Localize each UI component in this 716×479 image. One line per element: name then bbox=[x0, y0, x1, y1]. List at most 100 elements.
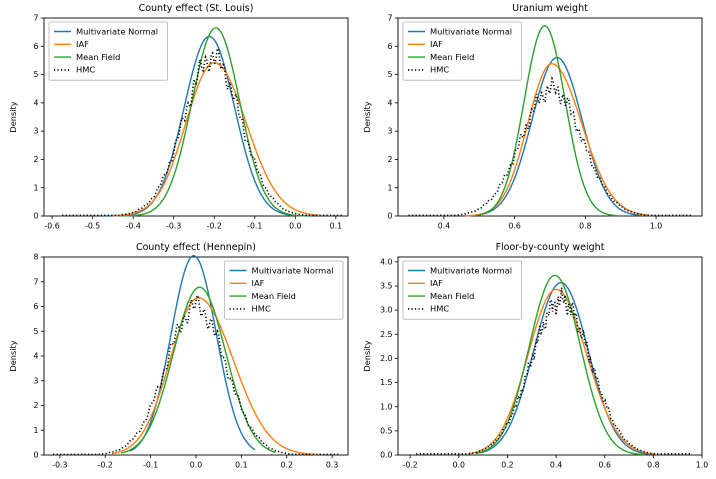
legend-label: Multivariate Normal bbox=[430, 26, 512, 36]
x-tick-label: -0.6 bbox=[44, 222, 59, 231]
x-tick-label: 0.2 bbox=[281, 461, 293, 470]
x-tick-label: 0.6 bbox=[599, 461, 611, 470]
x-tick-label: -0.3 bbox=[166, 222, 181, 231]
y-tick-label: 0 bbox=[34, 212, 39, 221]
subplot-uranium-weight: Uranium weight 0.4 0.6 0.8 1.0 0 1 2 3 4 5 6 7 Densi… bbox=[360, 2, 712, 238]
y-tick-label: 0.5 bbox=[380, 426, 392, 435]
density-curve-iaf bbox=[112, 61, 320, 217]
legend-label: IAF bbox=[430, 278, 443, 288]
y-tick-label: 1 bbox=[34, 426, 39, 435]
axes-frame bbox=[43, 17, 349, 217]
x-tick-label: 0.4 bbox=[438, 222, 450, 231]
density-plot-uranium: 0.4 0.6 0.8 1.0 0 1 2 3 4 5 6 7 Density Multivariate … bbox=[362, 14, 703, 231]
y-axis-label: Density bbox=[362, 340, 372, 371]
legend-label: HMC bbox=[430, 65, 449, 75]
x-tick-label: 0.0 bbox=[190, 461, 202, 470]
x-tick-label: -0.4 bbox=[126, 222, 141, 231]
y-tick-label: 6 bbox=[388, 42, 393, 51]
y-axis-label: Density bbox=[8, 340, 18, 371]
y-tick-label: 1 bbox=[34, 183, 39, 192]
subplot-title: Floor-by-county weight bbox=[495, 242, 605, 253]
y-tick-label: 6 bbox=[34, 302, 39, 311]
legend-label: IAF bbox=[252, 278, 265, 288]
x-tick-label: 0.3 bbox=[326, 461, 338, 470]
axes-frame bbox=[397, 256, 703, 456]
y-tick-label: 5 bbox=[34, 70, 39, 79]
y-tick-label: 7 bbox=[388, 14, 393, 23]
legend-label: HMC bbox=[252, 304, 271, 314]
subplot-title: County effect (St. Louis) bbox=[138, 3, 254, 14]
legend: Multivariate Normal IAF Mean Field HMC bbox=[402, 260, 522, 320]
y-tick-label: 2.5 bbox=[380, 330, 392, 339]
y-tick-label: 4 bbox=[34, 352, 39, 361]
density-curve-hmc bbox=[416, 287, 692, 455]
y-tick-label: 7 bbox=[34, 277, 39, 286]
y-tick-label: 3 bbox=[34, 127, 39, 136]
density-curve-iaf bbox=[111, 297, 317, 456]
legend-label: Multivariate Normal bbox=[430, 265, 512, 275]
legend: Multivariate Normal IAF Mean Field HMC bbox=[48, 21, 168, 81]
y-tick-label: 0 bbox=[34, 451, 39, 460]
density-curve-hmc bbox=[408, 75, 694, 217]
density-curve-multivariate-normal bbox=[475, 56, 642, 217]
density-plot-hennepin: -0.3 -0.2 -0.1 0.0 0.1 0.2 0.3 0 1 2 3 4 5 6 7 8 Density… bbox=[8, 253, 349, 470]
density-curve-mean-field bbox=[475, 274, 644, 456]
y-tick-label: 4 bbox=[34, 98, 39, 107]
density-curve-mean-field bbox=[479, 25, 618, 217]
x-tick-label: -0.1 bbox=[247, 222, 262, 231]
legend-label: HMC bbox=[76, 65, 95, 75]
x-tick-label: -0.1 bbox=[143, 461, 158, 470]
y-tick-label: 4.0 bbox=[380, 257, 392, 266]
legend-label: IAF bbox=[430, 39, 443, 49]
subplot-floor-by-county-weight: Floor-by-county weight -0.2 0.0 0.2 0.4 0.6 0… bbox=[360, 241, 712, 477]
density-curve-mean-field bbox=[121, 27, 308, 217]
subplot-title: County effect (Hennepin) bbox=[135, 242, 257, 253]
legend-label: Multivariate Normal bbox=[76, 26, 158, 36]
y-tick-label: 1.5 bbox=[380, 378, 392, 387]
y-tick-label: 1.0 bbox=[380, 402, 392, 411]
subplot-county-effect-hennepin: County effect (Hennepin) -0.3 -0.2 -0.1 0.0… bbox=[6, 241, 358, 477]
density-plot-st-louis: -0.6 -0.5 -0.4 -0.3 -0.2 -0.1 0.0 0.1 0 1 2 3 4 5 6 7 De… bbox=[8, 14, 349, 231]
density-curve-multivariate-normal bbox=[129, 255, 256, 452]
axes-frame bbox=[397, 17, 703, 217]
x-tick-label: 0.6 bbox=[508, 222, 520, 231]
legend: Multivariate Normal IAF Mean Field HMC bbox=[402, 21, 522, 81]
y-tick-label: 0.0 bbox=[380, 451, 392, 460]
y-tick-label: 0 bbox=[388, 212, 393, 221]
x-tick-label: 0.0 bbox=[289, 222, 301, 231]
y-tick-label: 2.0 bbox=[380, 354, 392, 363]
density-curve-mean-field bbox=[120, 286, 276, 454]
subplot-title: Uranium weight bbox=[512, 3, 588, 14]
y-tick-label: 5 bbox=[388, 70, 393, 79]
x-tick-label: -0.5 bbox=[85, 222, 100, 231]
legend-label: Mean Field bbox=[76, 52, 120, 62]
x-tick-label: -0.2 bbox=[403, 461, 418, 470]
x-tick-label: 0.1 bbox=[330, 222, 342, 231]
y-tick-label: 3.5 bbox=[380, 282, 392, 291]
legend-label: Mean Field bbox=[430, 291, 474, 301]
x-tick-label: -0.2 bbox=[98, 461, 113, 470]
legend-box bbox=[402, 21, 522, 81]
legend-label: Mean Field bbox=[252, 291, 296, 301]
legend: Multivariate Normal IAF Mean Field HMC bbox=[224, 260, 344, 320]
legend-box bbox=[224, 260, 344, 320]
x-tick-label: 0.8 bbox=[579, 222, 591, 231]
y-tick-label: 7 bbox=[34, 14, 39, 23]
density-curve-multivariate-normal bbox=[480, 281, 651, 455]
y-tick-label: 2 bbox=[34, 155, 39, 164]
y-tick-label: 5 bbox=[34, 327, 39, 336]
x-tick-label: 0.4 bbox=[550, 461, 562, 470]
x-tick-label: 1.0 bbox=[696, 461, 708, 470]
y-tick-label: 1 bbox=[388, 183, 393, 192]
y-tick-label: 4 bbox=[388, 98, 393, 107]
density-curve-iaf bbox=[465, 63, 650, 217]
x-tick-label: -0.3 bbox=[52, 461, 67, 470]
legend-box bbox=[402, 260, 522, 320]
x-tick-label: -0.2 bbox=[207, 222, 222, 231]
y-tick-label: 3 bbox=[34, 376, 39, 385]
y-tick-label: 6 bbox=[34, 42, 39, 51]
y-tick-label: 3 bbox=[388, 127, 393, 136]
y-axis-label: Density bbox=[362, 101, 372, 132]
legend-label: HMC bbox=[430, 304, 449, 314]
